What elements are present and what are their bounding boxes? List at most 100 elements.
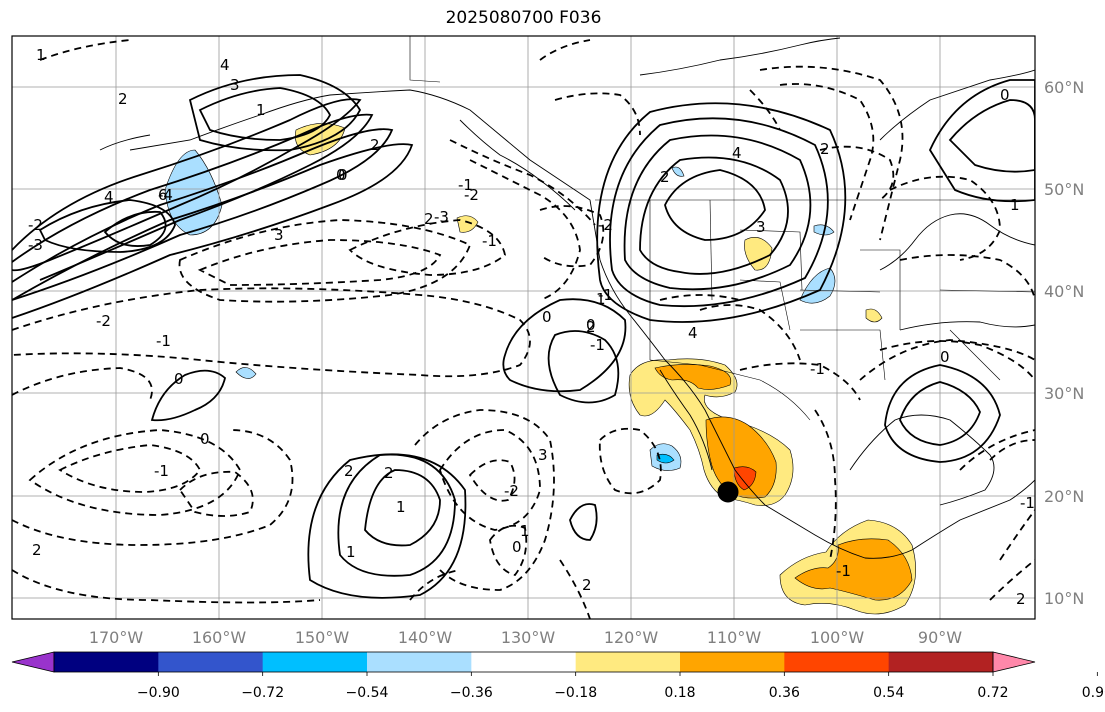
contour-label: -2 [598,216,613,234]
colorbar-tick-label: 0.72 [977,685,1008,701]
contour-label: 6 [158,186,168,204]
latitude-label: 60°N [1044,78,1084,97]
longitude-label: 170°W [89,628,144,647]
contour-label: 1 [520,522,530,540]
contour-label: 1 [346,543,356,561]
contour-label: 2 [424,210,434,228]
contour-label: -4 [158,186,173,204]
contour-label: 2 [1016,590,1026,608]
contour-label: 2 [820,140,830,158]
contour-label: 0 [174,370,184,388]
longitude-axis: 170°W 160°W 150°W 140°W 130°W 120°W 110°W 100°W… [89,628,962,647]
contour-label: 2 [660,168,670,186]
contour-label: 0 [336,166,346,184]
contour-label: 4 [688,324,698,342]
contour-label: 3 [756,218,766,236]
contour-label: 0 [200,430,210,448]
colorbar-extend-max [992,651,1036,673]
contour-label: -2 [96,312,111,330]
colorbar-tick-label: −0.72 [241,685,284,701]
latitude-label: 10°N [1044,589,1084,608]
contour-labels: 1234120-1-2-3-464320-2-10-3-2-121-102124… [28,46,1035,608]
contour-label: -2 [464,186,479,204]
latitude-label: 40°N [1044,282,1084,301]
contour-label: 2 [118,90,128,108]
colorbar-bin [262,652,368,672]
contour-label: 4 [220,56,230,74]
longitude-label: 100°W [810,628,865,647]
colorbar-tick-label: −0.54 [346,685,389,701]
colorbar-tick-label: −0.90 [137,685,180,701]
contour-label: 2 [582,576,592,594]
contour-label: 3 [230,76,240,94]
colorbar-bin [575,652,681,672]
contour-label: 4 [104,188,114,206]
colorbar-tick-label: 0.54 [873,685,904,701]
colorbar-bin [888,652,994,672]
contour-label: -2 [504,482,519,500]
contour-label: 3 [538,446,548,464]
contour-label: 0 [542,308,552,326]
contour-label: 2 [370,136,380,154]
longitude-label: 150°W [295,628,350,647]
latitude-label: 20°N [1044,487,1084,506]
map-title: 2025080700 F036 [445,8,602,28]
contour-label: -1 [458,176,473,194]
colorbar-tick-label: 0.90 [1082,685,1105,701]
contour-label: -3 [28,236,43,254]
location-marker [717,481,739,503]
contours-negative [12,39,1035,619]
contour-label: 1 [36,46,46,64]
contour-label: -1 [482,232,497,250]
colorbar-bin [471,652,577,672]
latitude-label: 50°N [1044,180,1084,199]
contour-label: 1 [1010,196,1020,214]
contour-label: 0 [1000,86,1010,104]
contour-label: 3 [274,226,284,244]
contour-label: 2 [384,464,394,482]
longitude-label: 140°W [398,628,453,647]
colorbar-bin [54,652,159,672]
longitude-label: 120°W [604,628,659,647]
contour-label: 2 [344,462,354,480]
colorbar-bin [784,652,890,672]
contour-label: -1 [590,336,605,354]
colorbar-bin [158,652,264,672]
longitude-label: 110°W [707,628,762,647]
longitude-label: 90°W [918,628,962,647]
contour-label: 2 [32,541,42,559]
contours-positive [12,74,1035,599]
contour-label: -3 [434,208,449,226]
colorbar-extend-min [11,651,55,673]
contour-label: -1 [810,360,825,378]
colorbar-tick-label: 0.18 [664,685,695,701]
contour-label: 4 [732,144,742,162]
contour-label: 0 [940,348,950,366]
contour-label: 0 [512,538,522,556]
graticule [12,36,1035,619]
contour-label: -2 [28,216,43,234]
contour-label: 1 [256,101,266,119]
colorbar-tick-label: 0.36 [769,685,800,701]
longitude-label: 160°W [192,628,247,647]
colorbar-tick-label: −0.36 [450,685,493,701]
contour-label: 0 [338,166,348,184]
colorbar-bin [680,652,785,672]
contour-label: -1 [154,462,169,480]
colorbar-bin [367,652,472,672]
longitude-label: 130°W [501,628,556,647]
contour-label: -1 [156,332,171,350]
contour-label: 1 [596,290,606,308]
contour-label: 1 [396,498,406,516]
contour-label: -1 [1020,494,1035,512]
contour-label: -1 [836,562,851,580]
colorbar-tick-label: −0.18 [554,685,597,701]
colorbar-outline [53,651,994,673]
contour-label: 2 [586,318,596,336]
contour-label: 0 [586,316,596,334]
colorbar: −0.90 −0.72 −0.54 −0.36 −0.18 0.18 0.36 0.54 0.7… [11,651,1105,701]
latitude-axis: 60°N 50°N 40°N 30°N 20°N 10°N [1044,78,1084,608]
contour-label: -1 [598,286,613,304]
latitude-label: 30°N [1044,384,1084,403]
